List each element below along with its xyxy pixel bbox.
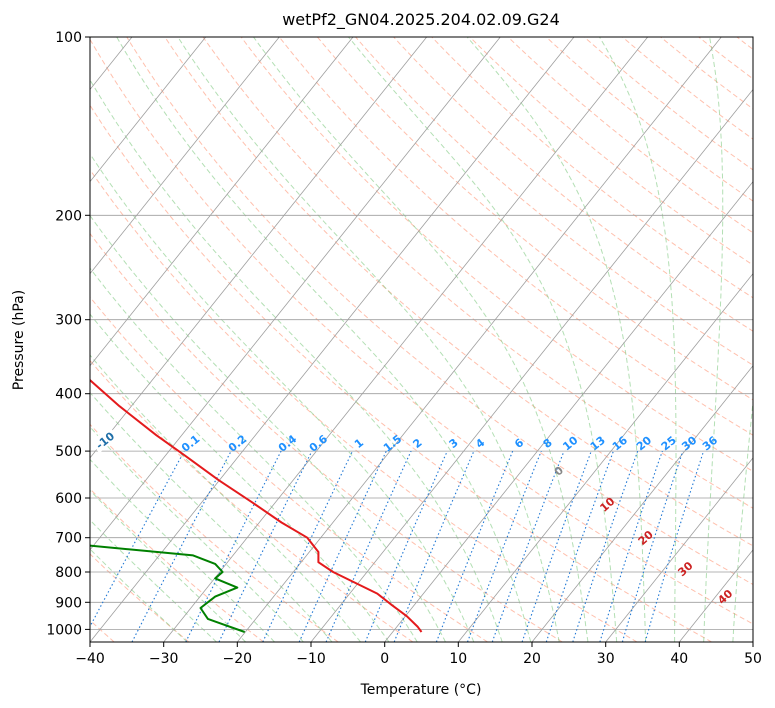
dry-adiabat-line [90,104,712,642]
pressure-gridlines [90,37,753,630]
isotherm-line [605,457,753,642]
x-axis-ticks: −40 −30 −20 −10 0 10 20 30 40 50 [75,642,762,667]
dry-adiabat-line [583,37,753,171]
mixing-ratio-line [218,450,313,642]
dry-adiabat-line [278,37,753,436]
isotherm-line [384,180,753,642]
dry-adiabat-line [164,37,753,547]
y-tick-label: 500 [55,444,82,460]
moist-adiabat-line [90,214,446,642]
mixing-ratio-line [298,450,387,642]
x-tick-label: −40 [75,651,105,667]
moist-adiabat-line [90,426,304,642]
temperature-line [90,378,423,633]
moist-adiabat-line [90,153,475,642]
dry-adiabat-line [469,37,753,266]
moist-adiabat-line [466,37,647,642]
moist-adiabat-line [90,313,390,642]
x-tick-label: 10 [449,651,467,667]
isotherm-line [90,37,207,183]
dry-adiabat-line [90,296,488,642]
x-tick-label: 0 [380,651,389,667]
isotherm-line [90,37,354,367]
isotherm-line [163,37,649,642]
dry-adiabat-line [90,488,264,642]
y-tick-label: 200 [55,208,82,224]
moist-adiabat-line [90,267,418,642]
dry-adiabat-line [90,232,563,642]
dry-adiabat-line [90,38,753,625]
moist-adiabat-line [253,37,589,642]
dry-adiabat-line [545,37,753,202]
chart-title: wetPf2_GN04.2025.204.02.09.G24 [282,10,560,30]
x-tick-label: −10 [296,651,326,667]
dry-adiabat-label-bg [90,426,119,453]
mixing-ratio-line [599,450,663,642]
mixing-ratio-line [621,450,684,642]
isotherm-line [90,37,501,551]
mixing-ratio-line [644,450,705,642]
x-tick-label: −20 [223,651,253,667]
mixing-ratio-line [521,450,592,642]
dry-adiabats [90,37,753,642]
isotherm-line [236,37,722,642]
y-axis-label: Pressure (hPa) [11,290,27,390]
profile-series [90,378,423,633]
dry-adiabat-line [393,37,753,332]
moist-adiabat-line [90,391,333,642]
dry-adiabat-line [90,359,414,642]
x-tick-label: 20 [523,651,541,667]
moist-adiabat-line [90,458,275,642]
moist-adiabat-line [703,37,724,642]
x-tick-label: −30 [149,651,179,667]
mixing-ratio-line [572,450,639,642]
dry-adiabat-line [126,37,753,586]
mixing-ratio-line [325,450,412,642]
plot-frame [89,36,754,643]
x-tick-label: 40 [670,651,688,667]
isotherm-line [531,365,753,642]
y-tick-label: 900 [55,595,82,611]
y-tick-label: 600 [55,491,82,507]
y-tick-label: 400 [55,387,82,403]
plot-background [90,37,753,642]
moist-adiabat-line [177,37,560,642]
mixing-ratio-line [262,450,353,642]
isotherm-line [90,37,575,642]
mixing-ratio-line [393,450,475,642]
isotherm-line [310,88,753,642]
isotherm-line [90,37,280,275]
dry-adiabat-line [90,168,638,642]
y-axis-ticks: 100 200 300 400 500 600 700 800 900 1000 [46,30,90,638]
isotherm-line [457,272,753,642]
moist-adiabat-line [599,37,677,642]
x-tick-label: 50 [744,651,762,667]
moist-adiabat-line [732,397,753,642]
y-tick-label: 700 [55,531,82,547]
y-tick-label: 800 [55,565,82,581]
y-tick-label: 300 [55,313,82,329]
mixing-ratio-line [364,450,448,642]
dry-adiabat-line [202,37,753,509]
moist-adiabat-line [90,78,503,642]
dewpoint-line [90,544,246,633]
y-tick-label: 100 [55,30,82,46]
dry-adiabat-line [90,423,339,642]
mixing-ratio-lines [90,450,705,642]
mixing-ratio-line [90,450,185,628]
isotherm-line [90,37,428,459]
x-tick-label: 30 [597,651,615,667]
y-tick-label: 1000 [46,622,82,638]
isotherms [90,37,753,642]
x-axis-label: Temperature (°C) [360,682,482,698]
dry-adiabat-line [317,37,753,401]
mixing-ratio-line [545,450,614,642]
moist-adiabat-line [90,489,247,642]
